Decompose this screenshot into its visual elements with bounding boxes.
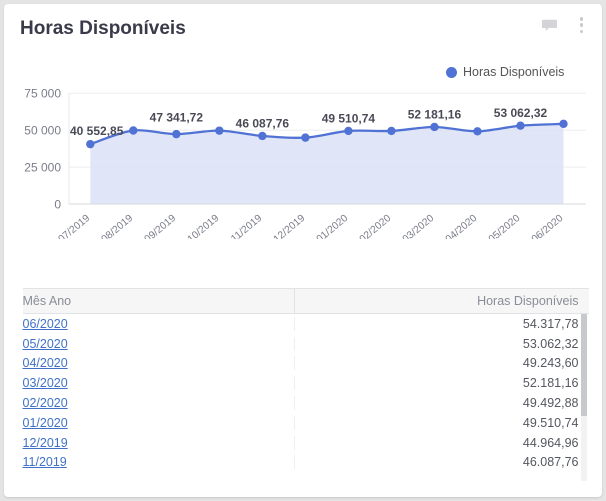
svg-text:03/2020: 03/2020 <box>401 213 437 239</box>
svg-text:05/2020: 05/2020 <box>487 213 523 239</box>
svg-text:50 000: 50 000 <box>24 124 61 138</box>
svg-text:47 341,72: 47 341,72 <box>150 111 204 125</box>
svg-text:75 000: 75 000 <box>24 89 61 101</box>
svg-text:10/2019: 10/2019 <box>186 213 222 239</box>
svg-text:46 087,76: 46 087,76 <box>236 117 290 131</box>
svg-text:07/2019: 07/2019 <box>57 213 93 239</box>
svg-text:25 000: 25 000 <box>24 161 61 175</box>
svg-text:04/2020: 04/2020 <box>444 213 480 239</box>
svg-text:11/2019: 11/2019 <box>229 213 264 239</box>
svg-text:06/2020: 06/2020 <box>530 213 566 239</box>
svg-text:52 181,16: 52 181,16 <box>408 108 462 122</box>
svg-text:0: 0 <box>54 198 61 212</box>
svg-text:40 552,85: 40 552,85 <box>70 124 124 138</box>
svg-text:09/2019: 09/2019 <box>143 213 179 239</box>
svg-text:53 062,32: 53 062,32 <box>494 106 548 120</box>
svg-text:12/2019: 12/2019 <box>272 213 308 239</box>
svg-text:02/2020: 02/2020 <box>358 213 394 239</box>
svg-text:01/2020: 01/2020 <box>315 213 351 239</box>
svg-text:08/2019: 08/2019 <box>100 213 136 239</box>
svg-text:49 510,74: 49 510,74 <box>322 112 376 126</box>
